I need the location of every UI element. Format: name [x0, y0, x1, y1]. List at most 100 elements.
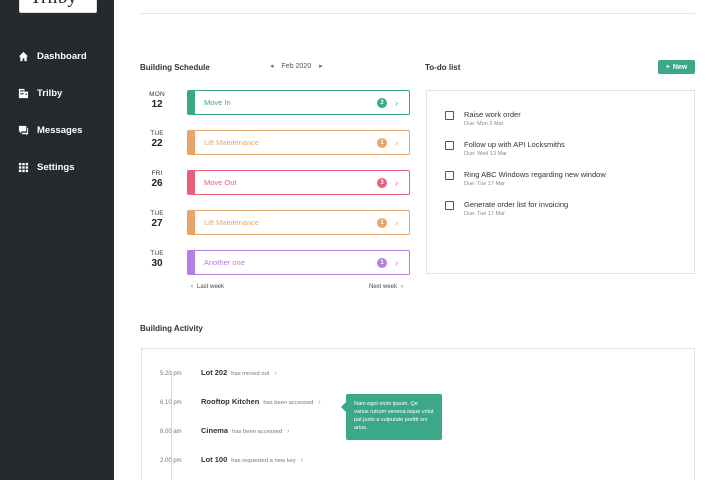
chevron-right-icon: ›	[318, 399, 321, 406]
sidebar-item-settings[interactable]: Settings	[18, 162, 74, 173]
plus-icon: +	[665, 63, 670, 71]
last-week-link[interactable]: ‹ Last week	[191, 284, 224, 290]
new-todo-button[interactable]: + New	[658, 60, 695, 74]
event-count-badge: 2	[377, 97, 387, 108]
day-number: 27	[151, 218, 163, 229]
event-move-in[interactable]: Move In 2 ›	[187, 90, 410, 115]
timeline-line	[171, 372, 172, 480]
next-week-label: Next week	[369, 284, 398, 290]
logo-text: Trilby	[30, 0, 77, 9]
event-label: Lift Maintenance	[204, 218, 260, 227]
todo-text: Raise work order	[464, 110, 521, 119]
event-lift-maintenance[interactable]: Lift Maintenance 1 ›	[187, 130, 410, 155]
activity-description: has requested a new key	[231, 458, 296, 464]
event-label: Lift Maintenance	[204, 138, 260, 147]
day-number: 26	[151, 178, 163, 189]
todo-due: Due: Mon 2 Mar	[464, 121, 504, 127]
sidebar-item-label: Messages	[37, 125, 83, 136]
todo-checkbox[interactable]	[445, 201, 454, 210]
activity-time: 5.20 pm	[160, 371, 182, 377]
todo-item: Ring ABC Windows regarding new window Du…	[445, 170, 606, 187]
todo-text: Ring ABC Windows regarding new window	[464, 170, 606, 179]
event-count-badge: 1	[377, 257, 387, 268]
todo-checkbox[interactable]	[445, 141, 454, 150]
day-label: TUE 30	[140, 250, 174, 269]
header-divider	[140, 13, 695, 14]
activity-time: 2.00 pm	[160, 458, 182, 464]
chevron-right-icon: ›	[401, 284, 404, 290]
event-count-badge: 1	[377, 217, 387, 228]
sidebar-item-messages[interactable]: Messages	[18, 125, 82, 136]
event-label: Move Out	[204, 178, 237, 187]
day-of-week: FRI	[151, 170, 163, 177]
event-label: Another one	[204, 258, 245, 267]
chevron-right-icon: ›	[395, 217, 398, 228]
todo-due: Due: Wed 13 Mar	[464, 151, 508, 157]
grid-icon	[18, 162, 29, 173]
event-color-bar	[188, 171, 195, 194]
activity-title: Building Activity	[140, 324, 203, 333]
event-lift-maintenance[interactable]: Lift Maintenance 1 ›	[187, 210, 410, 235]
activity-location: Cinema	[201, 426, 229, 435]
activity-item[interactable]: 5.20 pm Lot 202 has moved out ›	[160, 368, 277, 377]
event-color-bar	[188, 251, 195, 274]
home-icon	[18, 51, 29, 62]
next-week-link[interactable]: Next week ›	[369, 284, 403, 290]
chevron-right-icon: ›	[395, 177, 398, 188]
sidebar-item-dashboard[interactable]: Dashboard	[18, 51, 87, 62]
todo-text: Generate order list for invoicing	[464, 200, 569, 209]
todo-item: Follow up with API Locksmiths Due: Wed 1…	[445, 140, 565, 157]
activity-tooltip: Nam eget enim ipsum. Qe varius rutrum ve…	[341, 394, 442, 440]
day-number: 12	[151, 99, 163, 110]
activity-description: has been accessed	[263, 400, 314, 406]
event-color-bar	[188, 131, 195, 154]
activity-time: 6.10 pm	[160, 400, 182, 406]
next-month-icon[interactable]: ▸	[319, 63, 323, 70]
day-number: 30	[151, 258, 163, 269]
day-of-week: TUE	[150, 210, 164, 217]
month-navigator: ◂ Feb 2020 ▸	[270, 62, 323, 71]
building-icon	[18, 88, 29, 99]
month-label: Feb 2020	[281, 62, 312, 70]
event-another-one[interactable]: Another one 1 ›	[187, 250, 410, 275]
day-label: MON 12	[140, 91, 174, 110]
sidebar: Trilby Dashboard Trilby Messages Setting…	[0, 0, 114, 480]
chevron-right-icon: ›	[395, 97, 398, 108]
event-label: Move In	[204, 98, 231, 107]
todo-due: Due: Tue 17 Mar	[464, 211, 505, 217]
activity-item[interactable]: 8.00 am Cinema has been accessed ›	[160, 426, 289, 435]
todo-title: To-do list	[425, 63, 461, 72]
todo-due: Due: Tue 17 Mar	[464, 181, 505, 187]
activity-description: has been accessed	[232, 429, 283, 435]
activity-time: 8.00 am	[160, 429, 182, 435]
activity-item[interactable]: 6.10 pm Rooftop Kitchen has been accesse…	[160, 397, 321, 406]
prev-month-icon[interactable]: ◂	[270, 63, 274, 70]
todo-text: Follow up with API Locksmiths	[464, 140, 565, 149]
day-label: TUE 22	[140, 130, 174, 149]
sidebar-item-trilby[interactable]: Trilby	[18, 88, 62, 99]
event-move-out[interactable]: Move Out 3 ›	[187, 170, 410, 195]
activity-location: Rooftop Kitchen	[201, 397, 260, 406]
activity-description: has moved out	[231, 371, 270, 377]
todo-item: Generate order list for invoicing Due: T…	[445, 200, 568, 217]
chevron-right-icon: ›	[274, 370, 277, 377]
sidebar-item-label: Trilby	[37, 88, 63, 99]
chevron-left-icon: ‹	[191, 284, 193, 290]
chevron-right-icon: ›	[395, 137, 398, 148]
todo-checkbox[interactable]	[445, 111, 454, 120]
event-count-badge: 1	[377, 137, 387, 148]
day-of-week: MON	[149, 91, 165, 98]
activity-item[interactable]: 2.00 pm Lot 100 has requested a new key …	[160, 455, 303, 464]
activity-location: Lot 100	[201, 455, 228, 464]
chevron-right-icon: ›	[287, 428, 290, 435]
activity-location: Lot 202	[201, 368, 228, 377]
day-of-week: TUE	[150, 250, 164, 257]
event-color-bar	[188, 91, 195, 114]
chevron-right-icon: ›	[300, 457, 304, 464]
logo[interactable]: Trilby	[19, 0, 97, 13]
last-week-label: Last week	[197, 284, 225, 290]
todo-item: Raise work order Due: Mon 2 Mar	[445, 110, 521, 127]
todo-checkbox[interactable]	[445, 171, 454, 180]
sidebar-item-label: Settings	[37, 162, 75, 173]
day-number: 22	[151, 138, 163, 149]
